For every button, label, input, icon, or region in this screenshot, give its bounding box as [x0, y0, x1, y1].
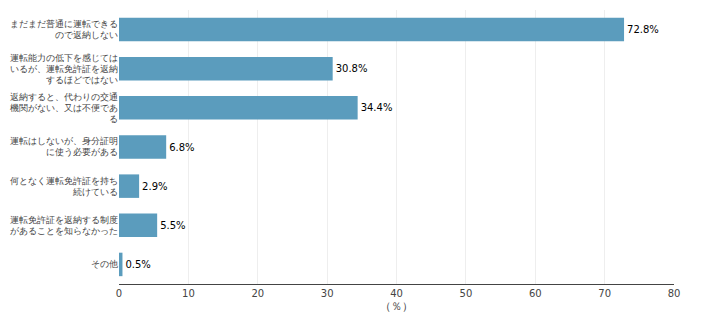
svg-text:10: 10	[182, 288, 195, 299]
svg-text:何となく運転免許証を持ち続けている: 何となく運転免許証を持ち続けている	[10, 176, 118, 197]
svg-text:返納すると、代わりの交通機関がない、又は不便である: 返納すると、代わりの交通機関がない、又は不便である	[10, 92, 118, 124]
svg-text:30: 30	[321, 288, 334, 299]
svg-text:（％）: （％）	[380, 300, 413, 313]
svg-text:0: 0	[116, 288, 122, 299]
svg-text:60: 60	[529, 288, 542, 299]
svg-text:20: 20	[251, 288, 264, 299]
svg-text:2.9%: 2.9%	[142, 181, 167, 192]
svg-text:34.4%: 34.4%	[361, 102, 393, 113]
svg-text:40: 40	[390, 288, 403, 299]
svg-text:0.5%: 0.5%	[125, 259, 150, 270]
svg-text:72.8%: 72.8%	[627, 24, 659, 35]
svg-text:6.8%: 6.8%	[169, 142, 194, 153]
svg-text:その他: その他	[91, 259, 118, 269]
svg-text:70: 70	[598, 288, 611, 299]
svg-text:80: 80	[668, 288, 681, 299]
svg-text:運転能力の低下を感じてはいるが、運転免許証を返納するほどでは: 運転能力の低下を感じてはいるが、運転免許証を返納するほどではない	[10, 53, 118, 85]
svg-text:運転はしないが、身分証明に使う必要がある: 運転はしないが、身分証明に使う必要がある	[10, 136, 118, 157]
svg-text:運転免許証を返納する制度があることを知らなかった: 運転免許証を返納する制度があることを知らなかった	[10, 215, 118, 236]
svg-text:50: 50	[460, 288, 473, 299]
svg-text:5.5%: 5.5%	[160, 220, 185, 231]
svg-text:30.8%: 30.8%	[336, 63, 368, 74]
svg-text:まだまだ普通に運転できるので返納しない: まだまだ普通に運転できるので返納しない	[10, 19, 118, 40]
